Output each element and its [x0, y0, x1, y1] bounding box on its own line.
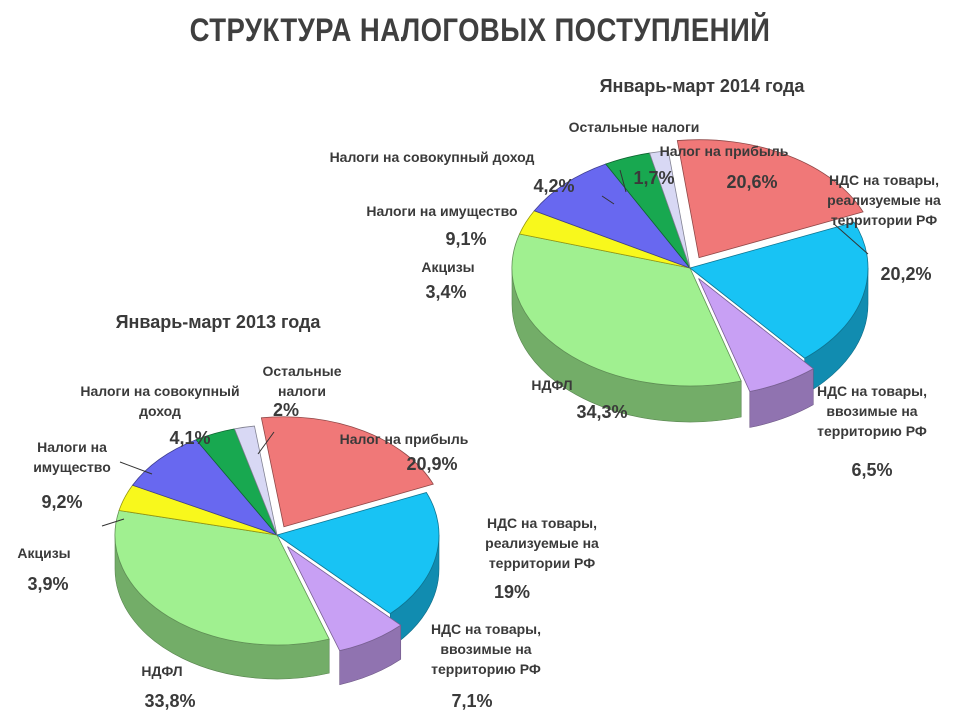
- pie-1-slice-1-value: 19%: [494, 582, 530, 602]
- pie-0-slice-7: [649, 150, 691, 269]
- pie-1-slice-4-label: Акцизы: [17, 545, 70, 561]
- pie-1-slice-7-value: 2%: [273, 400, 299, 420]
- pie-0-leader-line-0: [833, 223, 869, 255]
- pie-1-leader-line-1: [119, 461, 153, 475]
- pie-1-slice-6-label-line-0: Налоги на совокупный: [80, 383, 239, 399]
- pie-1: [114, 416, 440, 686]
- pie-1-slice-1-label: НДС на товары, реализуемые на территории Р…: [485, 515, 599, 571]
- pie-1-slice-2-label: НДС на товары, ввозимые на территорию РФ: [431, 621, 541, 677]
- pie-0-slice-1-label-line-1: реализуемые на: [827, 192, 941, 208]
- pie-0-slice-1: [689, 221, 869, 359]
- pie-1-slice-3-value: 33,8%: [144, 691, 195, 711]
- pie-1-slice-7: [233, 425, 278, 536]
- pie-1-slice-2: [287, 546, 402, 652]
- pie-0-slice-5-label-line-0: Налоги на имущество: [366, 203, 517, 219]
- pie-1-slice-5-label-line-1: имущество: [33, 459, 111, 475]
- pie-0-slice-3-label-line-0: НДФЛ: [531, 377, 572, 393]
- pie-0-slice-0-label: Налог на прибыль: [660, 143, 789, 159]
- pie-0-slice-4-label: Акцизы: [421, 259, 474, 275]
- pie-0-slice-1-value: 20,2%: [880, 264, 931, 284]
- pie-0-slice-2-value: 6,5%: [851, 460, 892, 480]
- pie-1-slice-4-value: 3,9%: [27, 574, 68, 594]
- pie-1-slice-1: [276, 491, 440, 615]
- pie-0-leader-line-1: [601, 195, 615, 205]
- pie-1-slice-7-label-line-0: Остальные: [262, 363, 341, 379]
- pie-0-slice-7-label: Остальные налоги: [569, 119, 700, 135]
- pie-0-slice-2: [698, 278, 814, 392]
- pie-1-slice-0-value: 20,9%: [406, 454, 457, 474]
- pie-0-slice-1-label-line-0: НДС на товары,: [829, 172, 939, 188]
- pie-0-slice-5: [533, 163, 692, 269]
- pie-0-slice-6-value: 4,2%: [533, 176, 574, 196]
- pie-0-slice-5-label: Налоги на имущество: [366, 203, 517, 219]
- pie-1-slice-0-label-line-0: Налог на прибыль: [340, 431, 469, 447]
- pie-1-slice-2-label-line-0: НДС на товары,: [431, 621, 541, 637]
- pie-0-slice-2-label-line-0: НДС на товары,: [817, 383, 927, 399]
- pie-1-slice-0: [260, 416, 434, 528]
- main-title: СТРУКТУРА НАЛОГОВЫХ ПОСТУПЛЕНИЙ: [189, 12, 771, 48]
- pie-0-leader-line-2: [619, 169, 627, 193]
- pie-1-slice-1-label-line-1: реализуемые на: [485, 535, 599, 551]
- pie-0-slice-3-value: 34,3%: [576, 402, 627, 422]
- pie-1-slice-5: [131, 439, 279, 536]
- pie-1-slice-5-label: Налоги на имущество: [33, 439, 111, 475]
- pie-1-slice-3-label: НДФЛ: [141, 663, 182, 679]
- pie-1-slice-1-label-line-0: НДС на товары,: [487, 515, 597, 531]
- pie-1-slice-4-label-line-0: Акцизы: [17, 545, 70, 561]
- pie-0-slice-1-label: НДС на товары, реализуемые на территории Р…: [827, 172, 941, 228]
- pie-0-slice-6-label: Налоги на совокупный доход: [330, 149, 535, 165]
- pie-0-slice-2-label-line-2: территорию РФ: [817, 423, 927, 439]
- pie-0-slice-0: [676, 139, 864, 259]
- pie-0-slice-0-value: 20,6%: [726, 172, 777, 192]
- pie-1-leader-line-2: [257, 431, 275, 455]
- pie-1-slice-6-label-line-1: доход: [139, 403, 181, 419]
- pie-1-leader-line-0: [101, 518, 125, 527]
- pie-1-slice-0-label: Налог на прибыль: [340, 431, 469, 447]
- pie-1-slice-2-label-line-1: ввозимые на: [440, 641, 531, 657]
- pie-0-slice-2-label: НДС на товары, ввозимые на территорию РФ: [817, 383, 927, 439]
- pie-0-slice-3: [511, 233, 742, 387]
- pie-1-slice-2-value: 7,1%: [451, 691, 492, 711]
- pie-0-slice-1-label-line-2: территории РФ: [831, 212, 937, 228]
- pie-0-title: Январь-март 2014 года: [600, 76, 806, 96]
- pie-0-slice-7-label-line-0: Остальные налоги: [569, 119, 700, 135]
- pie-1-slice-5-label-line-0: Налоги на: [37, 439, 107, 455]
- pie-1-slice-7-label-line-1: налоги: [278, 383, 326, 399]
- pie-1-slice-3-label-line-0: НДФЛ: [141, 663, 182, 679]
- pie-1-slice-6-value: 4,1%: [169, 428, 210, 448]
- pie-0-slice-0-label-line-0: Налог на прибыль: [660, 143, 789, 159]
- pie-1-slice-3: [114, 510, 330, 646]
- pie-0-slice-5-value: 9,1%: [445, 229, 486, 249]
- pie-1-slice-2-label-line-2: территорию РФ: [431, 661, 541, 677]
- pie-0-slice-7-value: 1,7%: [633, 168, 674, 188]
- pie-0-slice-6-label-line-0: Налоги на совокупный доход: [330, 149, 535, 165]
- pie-1-slice-7-label: Остальные налоги: [262, 363, 341, 399]
- pie-0-slice-4-value: 3,4%: [425, 282, 466, 302]
- pie-1-slice-6-label: Налоги на совокупный доход: [80, 383, 239, 419]
- pie-0-slice-3-label: НДФЛ: [531, 377, 572, 393]
- pie-1-slice-5-value: 9,2%: [41, 492, 82, 512]
- pie-1-slice-1-label-line-2: территории РФ: [489, 555, 595, 571]
- pie-0-slice-4-label-line-0: Акцизы: [421, 259, 474, 275]
- pie-0: [511, 139, 869, 428]
- pie-1-title: Январь-март 2013 года: [116, 312, 322, 332]
- pie-0-slice-2-label-line-1: ввозимые на: [826, 403, 917, 419]
